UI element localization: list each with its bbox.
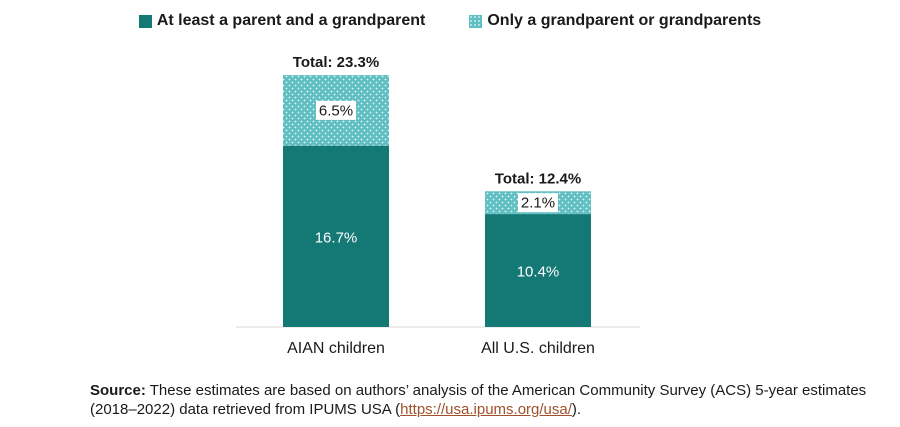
- category-label: All U.S. children: [481, 340, 595, 357]
- data-label-parent-and-grandparent: 16.7%: [315, 229, 358, 246]
- legend-label: Only a grandparent or grandparents: [487, 12, 762, 29]
- data-label-box: [518, 193, 558, 213]
- source-text: These estimates are based on authors’ an…: [90, 382, 867, 418]
- total-label: Total: 12.4%: [495, 170, 581, 187]
- total-label: Total: 23.3%: [293, 54, 379, 71]
- legend-swatch-dotted: [469, 14, 483, 28]
- data-label-only-grandparent: 2.1%: [521, 195, 555, 212]
- source-label: Source:: [90, 382, 146, 399]
- stacked-bar-chart: 16.7% 6.5% Total: 23.3% AIAN children 10.4% 2…: [236, 54, 640, 357]
- source-link[interactable]: https://usa.ipums.org/usa/: [400, 401, 572, 418]
- legend-item-only-grandparent: Only a grandparent or grandparents: [469, 12, 761, 30]
- data-label-parent-and-grandparent: 10.4%: [517, 264, 560, 281]
- bars-layer: 16.7% 6.5% Total: 23.3% AIAN children 10.4% 2…: [283, 54, 595, 357]
- chart-legend: At least a parent and a grandparent Only…: [0, 12, 900, 30]
- legend-label: At least a parent and a grandparent: [156, 12, 426, 29]
- data-label-only-grandparent: 6.5%: [319, 102, 353, 119]
- legend-swatch-solid: [138, 14, 152, 28]
- source-suffix: ).: [571, 401, 582, 418]
- bar-segment-parent-and-grandparent: [485, 214, 591, 327]
- category-label: AIAN children: [287, 340, 385, 357]
- bar-segment-parent-and-grandparent: [283, 145, 389, 327]
- data-label-box: [316, 100, 356, 120]
- legend-item-parent-and-grandparent: At least a parent and a grandparent: [138, 12, 426, 30]
- source-note: Source: These estimates are based on aut…: [90, 381, 880, 419]
